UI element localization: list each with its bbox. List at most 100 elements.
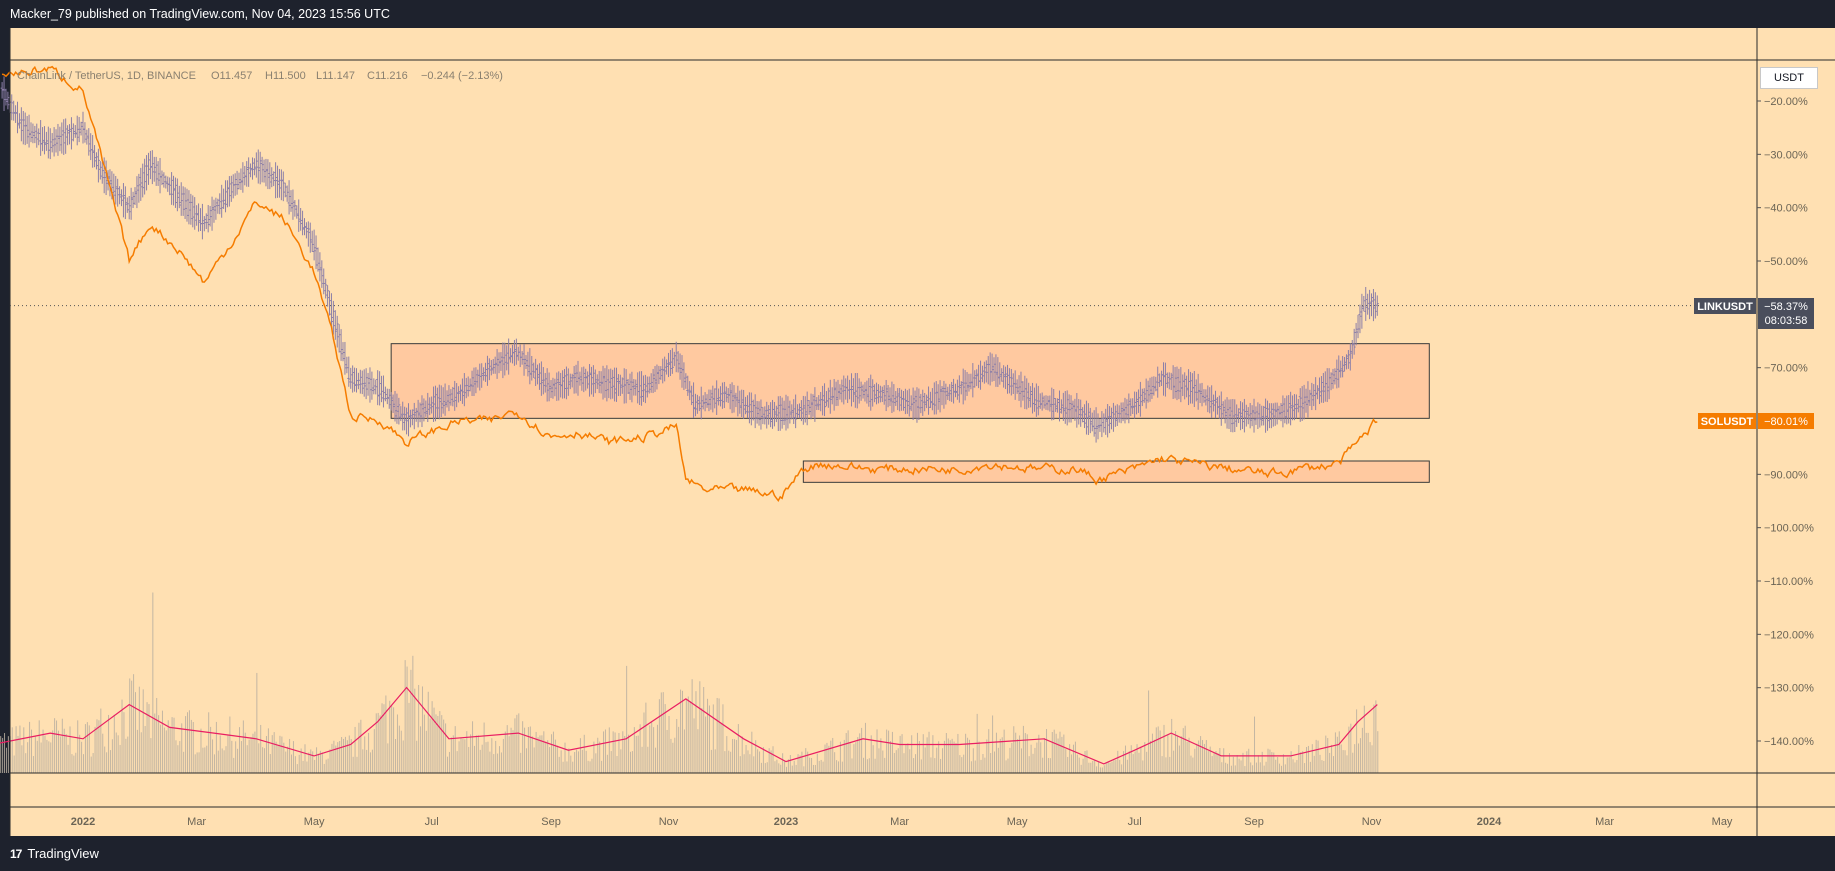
price-tick-label: −110.00% xyxy=(1764,576,1813,588)
volume-bar xyxy=(104,746,106,773)
volume-bar xyxy=(647,746,649,773)
volume-bar xyxy=(626,665,628,773)
volume-bar xyxy=(755,740,757,773)
link-price-bar xyxy=(811,394,815,417)
sol-value-text: −80.01% xyxy=(1764,416,1808,428)
volume-bar xyxy=(1107,761,1109,773)
link-price-bar xyxy=(1319,376,1323,403)
volume-bar xyxy=(204,747,206,773)
volume-bar xyxy=(967,737,969,773)
volume-bar xyxy=(905,744,907,773)
volume-bar xyxy=(185,716,187,773)
volume-bar xyxy=(680,689,682,773)
link-price-bar xyxy=(484,362,488,382)
sol-symbol-text: SOLUSDT xyxy=(1701,416,1754,428)
volume-bar xyxy=(1319,754,1321,773)
tradingview-logo[interactable]: 17 TradingView xyxy=(10,846,99,861)
volume-bar xyxy=(302,760,304,773)
volume-bar xyxy=(445,723,447,773)
volume-bar xyxy=(968,739,970,773)
volume-bar xyxy=(649,725,651,773)
link-price-bar xyxy=(925,394,929,409)
link-price-bar xyxy=(1242,398,1246,433)
volume-bar xyxy=(980,759,982,773)
price-tick-label: −20.00% xyxy=(1764,96,1808,108)
range-box-1[interactable] xyxy=(390,343,1430,419)
link-price-bar xyxy=(1119,402,1123,424)
volume-bar xyxy=(1323,760,1325,773)
volume-bar xyxy=(1225,762,1227,773)
legend-high: H11.500 xyxy=(265,70,306,82)
volume-bar xyxy=(1367,732,1369,773)
sol-line[interactable] xyxy=(1,65,1378,502)
volume-bar xyxy=(140,732,142,773)
volume-bar xyxy=(366,749,368,773)
volume-bar xyxy=(17,735,19,773)
volume-bar xyxy=(994,751,996,773)
volume-bar xyxy=(1026,734,1028,773)
link-price-bar xyxy=(1007,368,1011,394)
volume-bar xyxy=(454,726,456,773)
volume-bar xyxy=(1261,751,1263,773)
volume-bar xyxy=(292,741,294,773)
volume-bar xyxy=(1259,762,1261,773)
volume-bar xyxy=(46,739,48,773)
link-price-bar xyxy=(1029,386,1033,408)
volume-bar xyxy=(799,755,801,773)
link-price-bar xyxy=(936,384,940,410)
link-price-bar xyxy=(1254,406,1258,425)
volume-bar xyxy=(213,754,215,773)
link-price-bar xyxy=(133,187,137,205)
link-price-bar xyxy=(299,207,303,231)
volume-bar xyxy=(970,761,972,773)
volume-bar xyxy=(1273,752,1275,773)
volume-bar xyxy=(156,697,158,773)
link-price-bar xyxy=(1208,387,1212,414)
link-price-bar xyxy=(341,342,345,362)
volume-bar xyxy=(612,731,614,773)
volume-bar xyxy=(587,760,589,773)
link-price-bar xyxy=(25,116,29,144)
link-price-bar xyxy=(1287,395,1291,424)
volume-bar xyxy=(121,699,123,773)
link-price-bar xyxy=(834,381,838,407)
link-price-bar xyxy=(1188,371,1192,404)
volume-bar xyxy=(337,742,339,773)
link-price-bar xyxy=(310,230,314,252)
link-price-bar xyxy=(1154,376,1158,392)
volume-bar xyxy=(543,731,545,773)
link-price-bar xyxy=(932,382,936,415)
volume-bar xyxy=(1254,716,1256,773)
volume-bar xyxy=(683,729,685,773)
volume-bar xyxy=(901,734,903,773)
volume-bar xyxy=(714,749,716,773)
legend-symbol: ChainLink / TetherUS, 1D, BINANCE xyxy=(17,70,196,82)
link-price-bar xyxy=(796,404,800,418)
link-price-bar xyxy=(96,148,100,183)
volume-bar xyxy=(281,736,283,773)
link-price-bar xyxy=(549,380,553,398)
link-price-bar xyxy=(1129,398,1133,417)
volume-bar xyxy=(749,754,751,773)
volume-bar xyxy=(818,760,820,773)
volume-bar xyxy=(1013,726,1015,773)
link-price-bar xyxy=(1092,410,1096,437)
volume-bar xyxy=(475,735,477,773)
volume-bar xyxy=(148,704,150,773)
volume-bar xyxy=(1119,759,1121,773)
currency-selector[interactable]: USDT xyxy=(1760,67,1818,89)
link-price-bar xyxy=(69,117,73,150)
volume-bar xyxy=(720,722,722,773)
link-price-bar xyxy=(1123,397,1127,424)
link-price-bar xyxy=(955,379,959,400)
link-price-bar xyxy=(803,396,807,423)
link-price-bar xyxy=(641,375,645,402)
link-price-bar xyxy=(412,402,416,430)
volume-bar xyxy=(129,678,131,773)
link-price-bar xyxy=(778,395,782,431)
volume-bar xyxy=(1030,744,1032,773)
volume-bar xyxy=(1130,745,1132,773)
volume-bar xyxy=(868,758,870,773)
link-price-bar xyxy=(988,352,992,386)
